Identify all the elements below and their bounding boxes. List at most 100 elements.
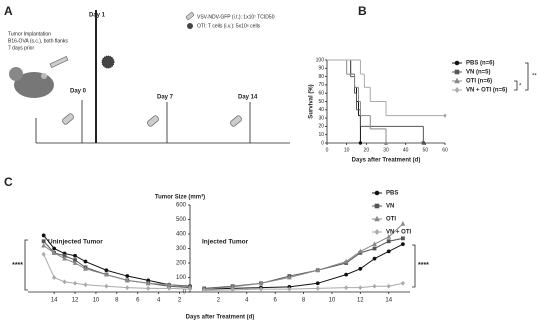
marker <box>372 246 377 251</box>
x-tick-label: 10 <box>329 298 336 304</box>
x-tick-label: 2 <box>217 298 221 304</box>
tcell-icon <box>187 23 193 29</box>
x-tick-label: 4 <box>157 298 161 304</box>
legend-label: PBS <box>386 191 398 197</box>
mouse-icon <box>9 67 23 81</box>
y-tick-label: 600 <box>176 203 187 209</box>
y-axis-label: Survival (%) <box>309 84 315 118</box>
marker <box>421 141 426 145</box>
marker <box>124 277 130 283</box>
marker <box>386 249 391 254</box>
marker <box>386 239 391 244</box>
marker <box>104 283 109 289</box>
annotation: * <box>519 84 522 90</box>
series-line <box>204 282 404 292</box>
x-tick-label: 30 <box>383 147 389 153</box>
y-tick-label: 500 <box>176 217 187 223</box>
x-tick-label: 4 <box>245 298 249 304</box>
marker <box>104 268 109 273</box>
diagram-legend: OTI: T cells (i.v.): 5x10⁶ cells <box>197 23 261 29</box>
marker <box>258 286 264 292</box>
annotation: **** <box>12 262 23 269</box>
panel-label: C <box>4 175 13 189</box>
bracket <box>24 239 28 291</box>
marker <box>454 69 460 75</box>
diagram-legend: VSV-NDV-GFP (i.t.): 1x10⁷ TCID50 <box>197 14 275 20</box>
marker <box>374 190 380 196</box>
x-tick-label: 10 <box>93 298 100 304</box>
mouse-icon <box>41 73 47 79</box>
y-tick-label: 300 <box>176 246 187 252</box>
legend-label: OTI <box>386 217 396 223</box>
chart-title: Tumor Size (mm³) <box>155 194 205 201</box>
marker <box>315 267 321 273</box>
diagram-text: 7 days prior <box>8 45 34 51</box>
timeline-diagram: Tumor Implantation B16-OVA (s.c.), both … <box>8 10 290 144</box>
marker <box>357 248 363 254</box>
marker <box>167 285 172 291</box>
x-tick-label: 12 <box>357 298 364 304</box>
y-tick-label: 200 <box>176 261 187 267</box>
marker <box>41 239 46 244</box>
marker <box>83 282 88 288</box>
marker <box>372 283 377 289</box>
marker <box>374 203 380 209</box>
legend-label: VN + OTI <box>386 230 412 236</box>
x-tick-label: 8 <box>302 298 306 304</box>
x-tick-label: 8 <box>115 298 119 304</box>
y-tick-label: 70 <box>318 82 324 88</box>
x-tick-label: 6 <box>136 298 140 304</box>
marker <box>187 286 193 292</box>
marker <box>72 260 78 265</box>
annotation: ** <box>532 74 537 80</box>
y-tick-label: 30 <box>318 115 324 121</box>
marker <box>41 242 47 248</box>
marker <box>358 141 363 145</box>
marker <box>344 272 349 277</box>
series-line <box>43 235 191 287</box>
day-label: Day 0 <box>70 89 87 95</box>
x-tick-label: 10 <box>344 147 350 153</box>
marker <box>344 285 349 291</box>
x-tick-label: 40 <box>403 147 409 153</box>
series-line <box>43 245 191 288</box>
y-tick-label: 20 <box>318 124 324 130</box>
marker <box>202 288 207 294</box>
bracket <box>525 62 529 91</box>
marker <box>401 242 405 247</box>
series-line <box>43 254 191 290</box>
marker <box>52 246 57 251</box>
panel-title: Injected Tumor <box>202 239 249 246</box>
marker <box>72 280 78 286</box>
marker <box>374 229 380 235</box>
x-tick-label: 14 <box>385 298 392 304</box>
marker <box>454 60 460 66</box>
bracket <box>412 244 416 288</box>
marker <box>386 234 392 239</box>
y-tick-label: 400 <box>176 232 187 238</box>
y-tick-label: 40 <box>318 107 324 113</box>
series-line <box>204 243 404 290</box>
y-tick-label: 0 <box>183 290 187 296</box>
marker <box>454 77 460 84</box>
x-tick-label: 2 <box>178 298 182 304</box>
y-tick-label: 80 <box>318 74 324 80</box>
marker <box>315 285 320 291</box>
x-tick-label: 20 <box>364 147 370 153</box>
marker <box>315 281 320 286</box>
marker <box>230 287 235 293</box>
marker <box>400 280 405 286</box>
marker <box>83 259 88 264</box>
x-tick-label: 60 <box>442 147 448 153</box>
marker <box>386 283 391 289</box>
marker <box>62 279 67 285</box>
marker <box>401 236 405 241</box>
x-tick-label: 12 <box>72 298 79 304</box>
marker <box>343 258 349 264</box>
legend-label: VN <box>386 204 394 210</box>
diagram-text: Tumor Implantation <box>8 31 51 37</box>
y-tick-label: 0 <box>321 140 324 146</box>
panel-title: Uninjected Tumor <box>48 239 103 246</box>
series-line <box>43 240 191 289</box>
marker <box>52 275 57 280</box>
